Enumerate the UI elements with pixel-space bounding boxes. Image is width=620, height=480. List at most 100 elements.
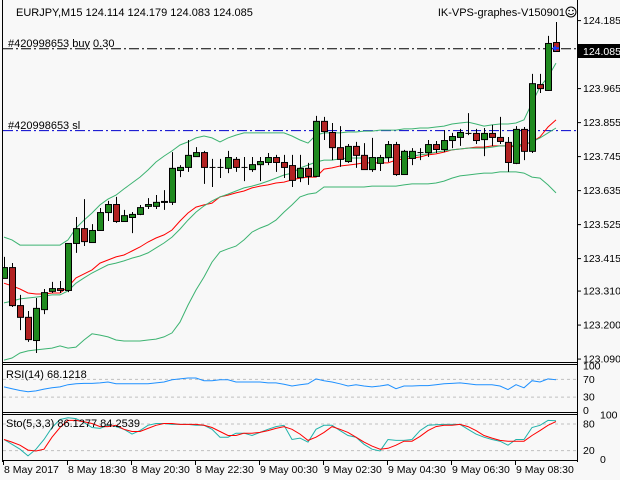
candle-body [121, 215, 128, 223]
candle [145, 198, 152, 209]
bollinger-lower-line [3, 171, 557, 361]
buy-order-label: #420998653 buy 0.30 [8, 38, 114, 50]
candle-body [97, 212, 104, 231]
candle-body [329, 131, 336, 149]
time-axis-label: 9 May 04:30 [388, 464, 446, 476]
candle [553, 21, 560, 53]
candle [217, 158, 224, 179]
candle [529, 73, 536, 154]
candle [241, 157, 248, 182]
candle-body [17, 305, 24, 318]
candle-body [257, 161, 264, 166]
candle-body [513, 128, 520, 164]
candle [105, 200, 112, 222]
candle [9, 263, 16, 307]
candle-body [49, 288, 56, 292]
time-axis-label: 8 May 22:30 [196, 464, 254, 476]
candle-body [505, 141, 512, 163]
current-price-tag: 124.085 [578, 44, 620, 58]
rsi-panel[interactable] [3, 377, 577, 398]
candle-body [497, 136, 504, 142]
candle-body [409, 150, 416, 159]
candle [169, 152, 176, 205]
candle [57, 280, 64, 294]
candle [113, 196, 120, 223]
candle-body [529, 83, 536, 152]
candle [17, 294, 24, 331]
candle [353, 141, 360, 168]
candle [393, 141, 400, 176]
candle [521, 127, 528, 161]
candle-body [265, 157, 272, 163]
candle [545, 35, 552, 91]
candle [497, 116, 504, 145]
candle [313, 115, 320, 178]
candle-body [73, 228, 80, 244]
candle [25, 310, 32, 342]
candle [473, 128, 480, 145]
candle-body [129, 213, 136, 219]
candle-body [473, 132, 480, 142]
stochastic-panel[interactable] [3, 417, 577, 457]
candle-body [369, 157, 376, 171]
candle [361, 143, 368, 171]
candle-body [281, 161, 288, 168]
candle [377, 154, 384, 171]
time-axis-label: 9 May 08:30 [516, 464, 574, 476]
time-axis-label: 9 May 02:30 [324, 464, 382, 476]
candle-body [481, 132, 488, 141]
candle-body [313, 120, 320, 177]
candle-body [401, 150, 408, 176]
candle-body [457, 131, 464, 138]
time-axis-label: 8 May 2017 [4, 464, 59, 476]
candle-body [449, 136, 456, 142]
candle-body [385, 144, 392, 159]
candle-body [377, 157, 384, 164]
candle-body [361, 154, 368, 171]
indicator-axis-label: 100 [583, 361, 601, 373]
candle [49, 281, 56, 294]
smiley-icon[interactable] [565, 6, 577, 18]
time-axis-label: 8 May 18:30 [68, 464, 126, 476]
candle [121, 209, 128, 223]
candle-body [393, 144, 400, 176]
rsi-title: RSI(14) 68.1218 [6, 369, 87, 381]
candle-body [25, 316, 32, 341]
indicator-axis-label: 0 [600, 454, 606, 466]
candle-body [161, 200, 168, 203]
candle [417, 148, 424, 161]
candle [97, 208, 104, 231]
candle [33, 297, 40, 354]
price-panel[interactable] [2, 21, 578, 361]
candle [345, 144, 352, 163]
sl-order-label: #420998653 sl [8, 120, 80, 132]
candle-body [145, 204, 152, 207]
candle-body [9, 267, 16, 307]
candle [513, 126, 520, 165]
candle-body [153, 201, 160, 207]
candle-body [521, 128, 528, 152]
candle-body [225, 157, 232, 169]
candle [537, 73, 544, 94]
candle-body [65, 242, 72, 291]
candle-body [185, 154, 192, 168]
candle [369, 137, 376, 172]
candle [65, 242, 72, 293]
price-axis-label: 123.525 [583, 219, 620, 231]
price-axis-label: 123.745 [583, 151, 620, 163]
candle [305, 162, 312, 185]
candle-body [249, 164, 256, 171]
candle [337, 126, 344, 167]
time-axis-label: 9 May 00:30 [260, 464, 318, 476]
indicator-axis-label: 80 [583, 418, 595, 430]
price-axis-label: 123.965 [583, 83, 620, 95]
time-axis-label: 9 May 06:30 [452, 464, 510, 476]
price-axis-label: 123.855 [583, 117, 620, 129]
stochastic-main-line [3, 417, 557, 457]
candle [457, 128, 464, 146]
rsi-line [3, 377, 557, 393]
candle [161, 190, 168, 210]
time-axis: 8 May 2017 8 May 18:30 8 May 20:30 8 May 22… [3, 460, 574, 476]
